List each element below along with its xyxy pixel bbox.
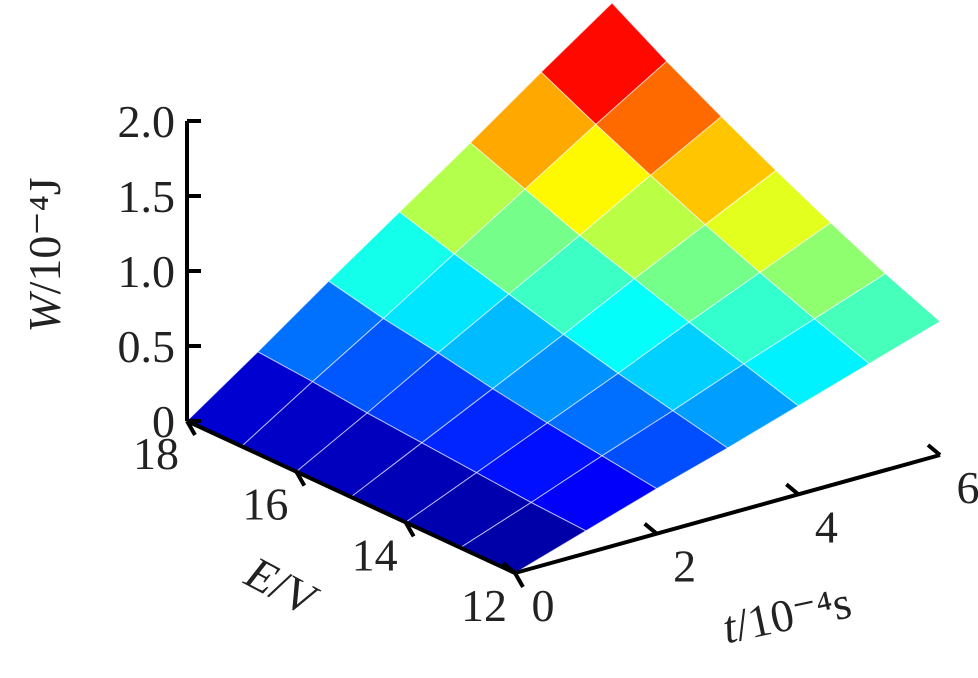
z-label-unit: /10⁻⁴J [19, 177, 70, 294]
y-label-unit: /10⁻⁴s [731, 576, 856, 650]
y-tick [785, 482, 800, 496]
x-tick-label: 16 [242, 479, 288, 530]
x-tick-label: 12 [461, 580, 507, 631]
x-axis-label: E/V [237, 546, 327, 626]
y-tick [926, 443, 942, 457]
x-tick-label: 18 [133, 428, 179, 479]
x-tick [513, 572, 525, 588]
z-tick-label: 1.5 [118, 171, 176, 222]
y-tick-label: 6 [957, 462, 978, 513]
x-axis-line [186, 419, 516, 575]
x-tick-label: 14 [352, 529, 398, 580]
y-tick [501, 561, 517, 575]
y-axis-line [514, 453, 941, 575]
z-label-var: W [19, 291, 70, 333]
z-tick-label: 0.5 [118, 321, 176, 372]
z-axis-label: W/10⁻⁴J [19, 177, 70, 332]
y-tick [643, 522, 658, 536]
y-tick-label: 2 [673, 541, 696, 592]
z-tick-label: 0 [152, 396, 175, 447]
y-tick-label: 0 [532, 580, 555, 631]
z-tick-label: 1.0 [118, 246, 176, 297]
x-tick [403, 521, 416, 538]
y-axis-label: t/10⁻⁴s [718, 576, 856, 653]
x-tick [294, 470, 307, 487]
y-tick-label: 4 [815, 501, 838, 552]
z-tick-label: 2.0 [118, 96, 176, 147]
surface [186, 2, 941, 574]
x-tick [185, 420, 197, 436]
